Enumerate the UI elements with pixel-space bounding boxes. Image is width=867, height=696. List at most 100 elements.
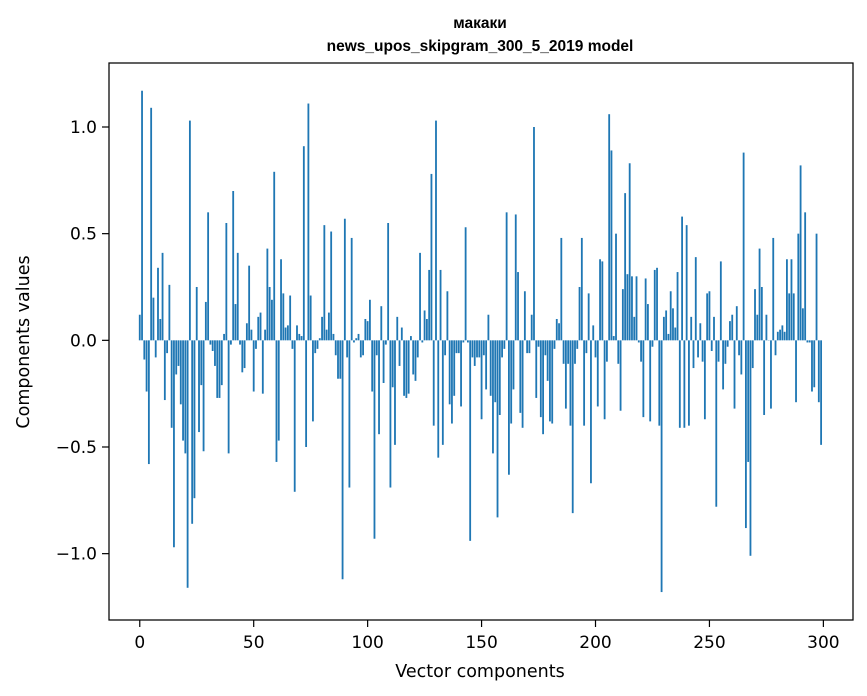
bar xyxy=(332,333,335,341)
bar xyxy=(435,120,437,341)
chart-title: макаки xyxy=(453,15,507,32)
bar xyxy=(257,316,260,341)
bar xyxy=(558,323,560,341)
bar xyxy=(783,331,786,341)
bar xyxy=(523,291,526,341)
bar xyxy=(369,299,371,341)
bar xyxy=(268,286,271,341)
bar xyxy=(419,252,421,341)
bar xyxy=(713,316,715,341)
bar xyxy=(350,237,353,341)
bar xyxy=(346,340,349,358)
bar xyxy=(617,340,620,364)
bar xyxy=(580,237,583,341)
bar xyxy=(756,314,759,341)
bar xyxy=(425,318,428,341)
bar xyxy=(649,340,652,422)
bar xyxy=(403,340,405,396)
bar xyxy=(273,171,276,341)
bar xyxy=(462,340,465,343)
bar xyxy=(742,152,745,341)
bar xyxy=(366,321,369,341)
bar xyxy=(305,340,308,447)
bar xyxy=(765,314,768,341)
bar xyxy=(314,340,317,354)
bar xyxy=(553,340,556,349)
bar xyxy=(804,212,807,341)
bar xyxy=(198,340,200,433)
y-tick-label: 0.5 xyxy=(70,225,97,245)
bar xyxy=(371,340,374,392)
bar xyxy=(200,340,203,386)
bar xyxy=(387,223,390,341)
bar xyxy=(635,276,638,341)
bar xyxy=(594,340,597,358)
y-axis-ticks: −1.0 −0.5 0.0 0.5 1.0 xyxy=(56,118,109,565)
bar xyxy=(494,340,497,403)
bar xyxy=(583,340,586,426)
bar xyxy=(373,340,376,539)
bar xyxy=(797,233,800,341)
bar xyxy=(596,340,599,407)
bar xyxy=(357,333,360,341)
bar xyxy=(173,340,175,548)
bar xyxy=(223,333,225,341)
bar xyxy=(792,293,795,341)
bar xyxy=(211,340,214,351)
bar xyxy=(699,323,702,341)
bar xyxy=(291,340,294,349)
bar xyxy=(412,340,415,375)
bar xyxy=(505,212,508,341)
bar xyxy=(275,340,278,462)
bar xyxy=(726,340,729,347)
bar xyxy=(501,340,503,358)
bar xyxy=(286,325,289,341)
bar xyxy=(621,289,624,341)
bar xyxy=(808,340,811,343)
bar xyxy=(225,223,228,341)
bar xyxy=(633,316,636,341)
bar xyxy=(453,340,456,396)
bar xyxy=(337,340,339,379)
bar xyxy=(204,301,207,341)
bar xyxy=(539,340,542,418)
bar xyxy=(760,286,763,341)
bar xyxy=(330,231,333,341)
bar xyxy=(451,340,453,424)
bar xyxy=(168,284,171,341)
bar xyxy=(252,340,255,392)
bar xyxy=(193,340,196,499)
x-axis-ticks: 0 50 100 150 200 250 300 xyxy=(134,620,840,653)
bar xyxy=(175,340,178,375)
bar xyxy=(166,340,169,354)
bar xyxy=(421,340,424,343)
bar xyxy=(170,340,173,428)
bar xyxy=(236,252,239,341)
bar xyxy=(255,340,257,349)
bar xyxy=(186,340,189,588)
bar xyxy=(444,340,447,356)
bar xyxy=(624,193,627,341)
bar xyxy=(416,340,419,358)
bar xyxy=(786,259,788,341)
bar xyxy=(339,340,342,379)
bar xyxy=(546,340,549,381)
bar xyxy=(394,340,396,445)
bar xyxy=(207,212,210,341)
bar xyxy=(378,340,380,435)
bar xyxy=(811,340,813,392)
bar xyxy=(549,340,551,422)
bar xyxy=(239,340,241,345)
bar xyxy=(658,340,661,426)
bar xyxy=(341,340,344,580)
bar xyxy=(590,340,592,484)
bar xyxy=(708,291,711,341)
bar xyxy=(674,327,677,341)
bar xyxy=(498,340,501,415)
bar xyxy=(779,329,781,341)
bar xyxy=(485,340,488,390)
bar xyxy=(432,340,435,426)
bar xyxy=(243,340,246,369)
bar xyxy=(551,340,554,424)
bar xyxy=(284,327,287,341)
